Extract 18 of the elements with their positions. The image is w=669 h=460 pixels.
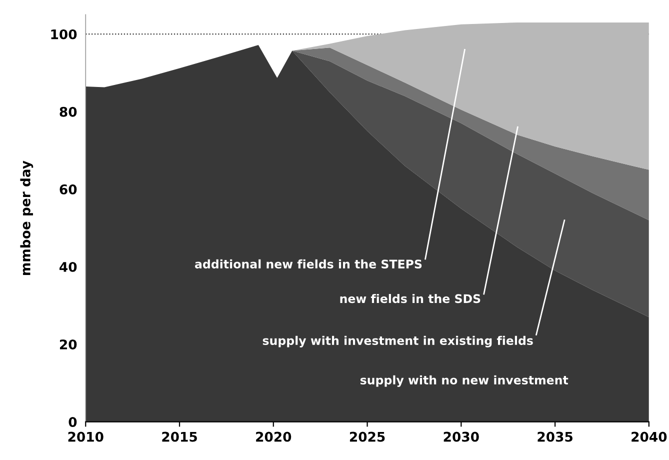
y-tick-label: 60 (60, 184, 77, 194)
y-tick-label: 80 (60, 106, 77, 117)
annotation: additional new fields in the STEPS (194, 259, 422, 269)
y-tick-label: 0 (68, 417, 77, 428)
x-tick-label: 2010 (68, 432, 104, 442)
x-tick-label: 2030 (444, 432, 479, 442)
x-tick-label: 2015 (162, 432, 197, 442)
annotation: new fields in the SDS (340, 294, 480, 304)
y-tick-label: 100 (51, 29, 77, 40)
x-tick-label: 2020 (256, 432, 292, 442)
annotation: supply with investment in existing fields (262, 336, 533, 348)
x-tick-label: 2025 (350, 432, 385, 442)
y-tick-label: 20 (60, 339, 77, 350)
y-tick-label: 40 (60, 262, 77, 272)
x-tick-label: 2040 (632, 432, 667, 442)
annotation: supply with no new investment (360, 375, 568, 387)
x-tick-label: 2035 (538, 432, 572, 442)
y-axis-title: mmboe per day (20, 160, 34, 275)
